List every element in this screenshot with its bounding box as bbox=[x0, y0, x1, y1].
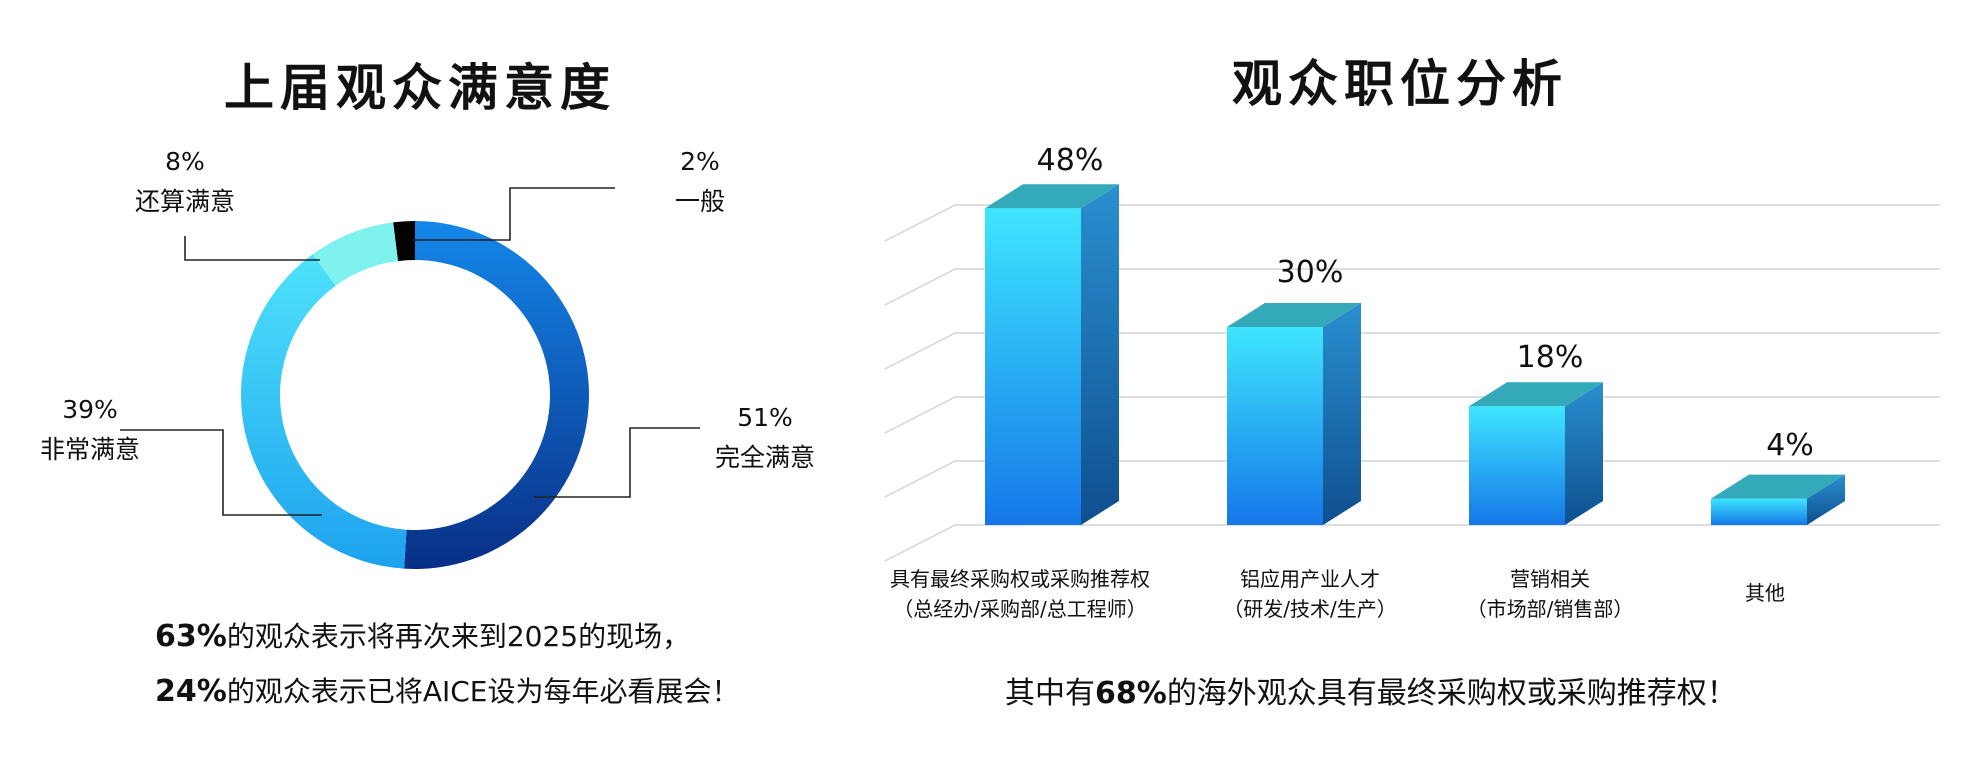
satisfaction-note-1: 63%的观众表示将再次来到2025的现场， bbox=[155, 615, 690, 655]
bar-side bbox=[1081, 184, 1119, 525]
bar-front bbox=[985, 208, 1081, 525]
slice-name-haisuan: 还算满意 bbox=[134, 187, 235, 216]
bar-value-label: 4% bbox=[1766, 428, 1814, 463]
bar-category-label: 铝应用产业人才 （研发/技术/生产） bbox=[1223, 567, 1397, 621]
note-2-text: 的观众表示已将AICE设为每年必看展会！ bbox=[226, 675, 740, 708]
overseas-note-text: 的海外观众具有最终采购权或采购推荐权！ bbox=[1166, 676, 1737, 711]
bar-front bbox=[1711, 498, 1807, 525]
slice-label-wanquan: 51% 完全满意 bbox=[695, 398, 835, 478]
donut-slice bbox=[241, 254, 407, 569]
donut-slice bbox=[312, 222, 399, 286]
bar-top bbox=[1469, 382, 1603, 407]
slice-name-feichang: 非常满意 bbox=[39, 435, 140, 464]
bar-side bbox=[1565, 382, 1603, 525]
bar-side bbox=[1323, 303, 1361, 525]
bar-value-label: 48% bbox=[1036, 143, 1104, 178]
slice-pct-yiban: 2% bbox=[680, 147, 720, 176]
slice-label-feichang: 39% 非常满意 bbox=[20, 390, 160, 470]
gridline bbox=[884, 396, 956, 434]
donut-slice bbox=[393, 221, 415, 262]
bar-category-label: 具有最终采购权或采购推荐权 （总经办/采购部/总工程师） bbox=[890, 567, 1150, 621]
leader-line bbox=[184, 236, 320, 261]
bar-chart-title: 观众职位分析 bbox=[1232, 55, 1568, 113]
bar-value-label: 30% bbox=[1276, 255, 1344, 290]
note-1-text: 的观众表示将再次来到2025的现场， bbox=[226, 620, 691, 653]
leader-line bbox=[120, 429, 322, 516]
gridline bbox=[884, 268, 956, 306]
bar-front bbox=[1227, 327, 1323, 525]
overseas-note-prefix: 其中有 bbox=[1005, 676, 1095, 711]
slice-pct-feichang: 39% bbox=[62, 395, 118, 424]
bar bbox=[1227, 303, 1361, 525]
note-2-percent: 24% bbox=[155, 674, 227, 709]
gridline bbox=[884, 460, 956, 498]
slice-label-haisuan: 8% 还算满意 bbox=[115, 142, 255, 222]
bar-top bbox=[985, 184, 1119, 209]
note-1-percent: 63% bbox=[155, 619, 227, 654]
leader-line bbox=[413, 187, 615, 241]
slice-pct-wanquan: 51% bbox=[737, 403, 793, 432]
overseas-note: 其中有68%的海外观众具有最终采购权或采购推荐权！ bbox=[1005, 668, 1737, 712]
bar-front bbox=[1469, 406, 1565, 525]
gridline bbox=[884, 204, 956, 242]
satisfaction-note-2: 24%的观众表示已将AICE设为每年必看展会！ bbox=[155, 670, 739, 710]
donut-chart-title: 上届观众满意度 bbox=[224, 59, 616, 117]
bar-value-label: 18% bbox=[1516, 340, 1584, 375]
slice-label-yiban: 2% 一般 bbox=[640, 142, 760, 222]
leader-line bbox=[534, 427, 700, 498]
bar bbox=[1711, 474, 1845, 525]
bar-category-label: 营销相关 （市场部/销售部） bbox=[1466, 567, 1634, 621]
gridline bbox=[884, 524, 956, 562]
gridline bbox=[884, 332, 956, 370]
slice-name-yiban: 一般 bbox=[674, 187, 725, 216]
bar bbox=[1469, 382, 1603, 525]
slice-pct-haisuan: 8% bbox=[165, 147, 205, 176]
bar-top bbox=[1711, 474, 1845, 499]
overseas-note-percent: 68% bbox=[1095, 676, 1167, 711]
donut-slice bbox=[404, 221, 589, 569]
bar-side bbox=[1807, 474, 1845, 525]
slice-name-wanquan: 完全满意 bbox=[714, 443, 815, 472]
bar-top bbox=[1227, 303, 1361, 327]
bar bbox=[985, 184, 1119, 525]
bar-category-label: 其他 bbox=[1745, 581, 1785, 605]
